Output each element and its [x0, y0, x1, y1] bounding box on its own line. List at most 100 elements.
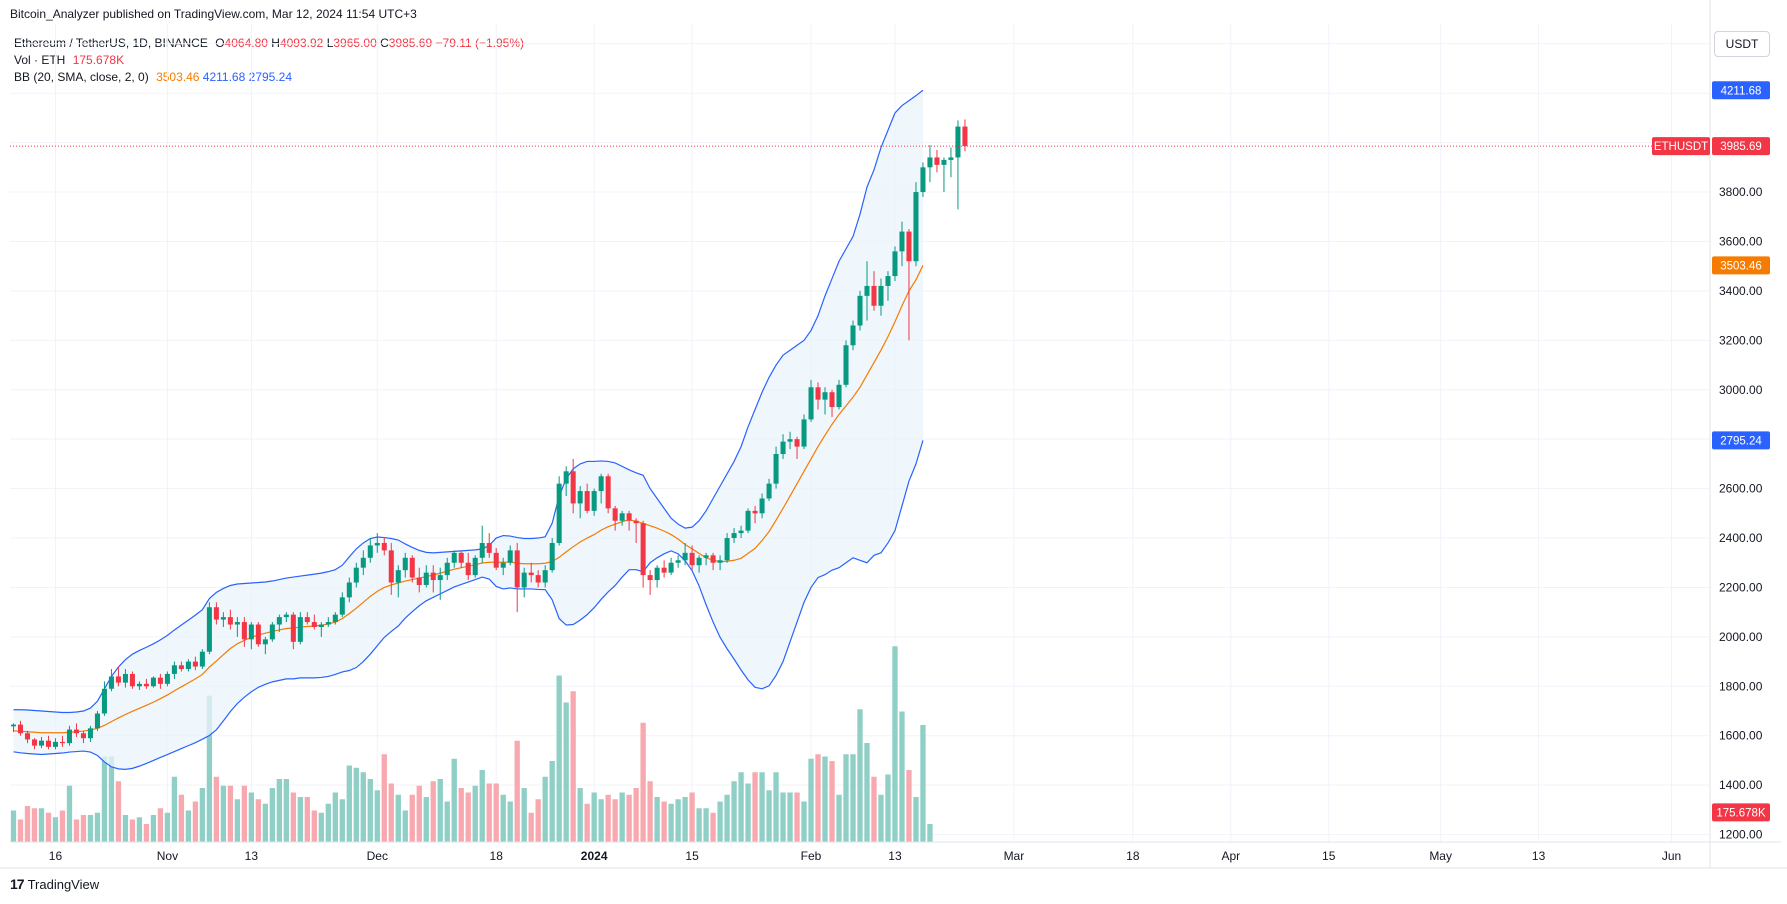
legend-open-label: O — [215, 36, 225, 50]
candle — [787, 431, 793, 450]
volume-bar — [668, 803, 674, 842]
tradingview-logo[interactable]: 17 TradingView — [10, 876, 99, 892]
volume-bar — [423, 797, 429, 842]
volume-bar — [752, 772, 758, 842]
candle — [514, 542, 520, 613]
candle-body — [647, 575, 653, 581]
x-tick-label: 13 — [1532, 849, 1546, 863]
volume-bar — [738, 772, 744, 842]
y-tick-label: 3000.00 — [1719, 383, 1763, 397]
volume-bar — [500, 794, 506, 842]
candle-body — [850, 325, 856, 346]
legend-volume-row: Vol · ETH 175.678K — [14, 52, 524, 69]
x-tick-label: Feb — [801, 849, 822, 863]
volume-bar — [899, 711, 905, 842]
x-tick-label: 18 — [490, 849, 504, 863]
y-tick-label: 3400.00 — [1719, 284, 1763, 298]
volume-bar — [535, 799, 541, 842]
price-tag: 2795.24 — [1720, 435, 1762, 447]
candle-body — [192, 661, 198, 667]
legend-high-label: H — [271, 36, 280, 50]
volume-bar — [584, 803, 590, 842]
volume-bar — [731, 781, 737, 842]
volume-bar — [773, 772, 779, 842]
candle — [402, 552, 408, 578]
price-tag: 3503.46 — [1720, 260, 1762, 272]
x-tick-label: Jun — [1662, 849, 1681, 863]
volume-bar — [24, 806, 31, 842]
volume-bar — [619, 792, 625, 842]
candle-body — [633, 520, 639, 524]
candle — [122, 669, 128, 688]
candle — [353, 562, 359, 588]
candle — [794, 436, 800, 459]
candle — [542, 565, 548, 588]
candle-body — [479, 542, 485, 558]
volume-bar — [171, 776, 178, 842]
x-tick-label: 15 — [685, 849, 699, 863]
candle — [388, 542, 394, 595]
volume-bar — [780, 792, 786, 842]
candle — [843, 340, 849, 388]
candle — [437, 567, 443, 600]
candle-body — [339, 597, 345, 615]
candle — [395, 565, 401, 598]
candle-body — [780, 441, 786, 455]
candle-body — [213, 607, 219, 620]
candle-body — [528, 572, 534, 576]
candle-body — [514, 550, 520, 588]
candle-body — [318, 624, 324, 627]
volume-bar — [276, 779, 282, 842]
bollinger-lower-line — [13, 440, 924, 770]
candle — [549, 538, 555, 573]
candle — [654, 565, 660, 588]
candle — [129, 671, 135, 689]
candle — [423, 565, 429, 588]
candle — [220, 612, 226, 627]
candle — [472, 555, 478, 578]
candle — [836, 379, 842, 410]
candle-body — [493, 552, 499, 568]
candle-body — [773, 454, 779, 484]
volume-bar — [682, 797, 688, 842]
volume-bar — [360, 772, 366, 842]
legend-symbol[interactable]: Ethereum / TetherUS, 1D, BINANCE — [14, 36, 208, 50]
candle — [850, 320, 856, 351]
legend-volume-label[interactable]: Vol · ETH — [14, 53, 66, 67]
candle-body — [948, 157, 954, 160]
candle — [80, 730, 86, 744]
legend-bb-label[interactable]: BB (20, SMA, close, 2, 0) — [14, 70, 149, 84]
bollinger-upper-line — [13, 89, 924, 714]
volume-bar — [241, 785, 248, 842]
candle — [710, 552, 716, 571]
volume-bar — [878, 794, 884, 842]
volume-bar — [458, 788, 464, 842]
candle — [66, 725, 72, 746]
volume-bar — [101, 756, 108, 842]
volume-bar — [577, 788, 583, 842]
volume-bar — [437, 779, 443, 842]
candle-body — [703, 555, 709, 558]
candle — [192, 656, 198, 671]
candle-body — [66, 729, 72, 744]
volume-bar — [759, 772, 765, 842]
candle-body — [402, 557, 408, 571]
volume-bar — [465, 792, 471, 842]
volume-bar — [675, 799, 681, 842]
volume-bar — [367, 779, 373, 842]
currency-button[interactable]: USDT — [1714, 31, 1770, 57]
candle — [451, 550, 457, 568]
candle-body — [717, 560, 723, 563]
candle-body — [38, 740, 44, 746]
candle-body — [619, 513, 625, 521]
candle — [164, 671, 170, 687]
candle-body — [731, 533, 737, 539]
candle-body — [556, 483, 562, 543]
bollinger-fill — [13, 90, 923, 770]
candle — [479, 525, 485, 563]
volume-bar — [507, 801, 513, 842]
volume-bar — [479, 770, 485, 842]
candle — [59, 735, 65, 747]
volume-bar — [864, 743, 870, 842]
